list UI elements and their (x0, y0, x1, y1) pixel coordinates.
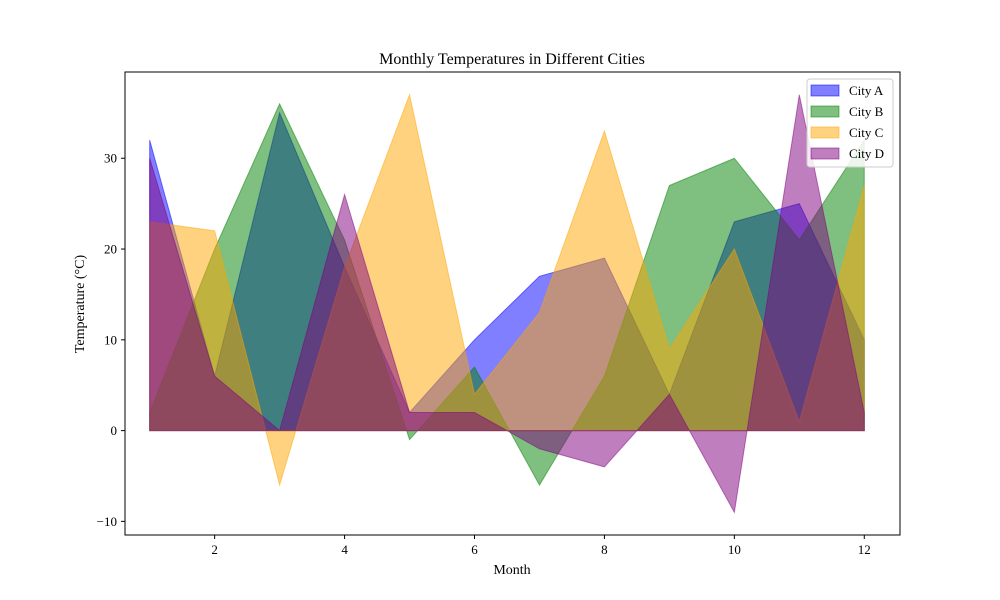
y-tick-label: 10 (104, 332, 117, 347)
y-tick-label: 20 (104, 242, 117, 257)
legend-label: City A (849, 83, 884, 98)
legend: City A City B City C City D (806, 78, 894, 168)
x-tick-label: 6 (471, 542, 478, 557)
x-axis-ticks: 2 4 6 8 10 12 (211, 535, 871, 557)
x-tick-label: 12 (858, 542, 871, 557)
x-tick-label: 10 (728, 542, 741, 557)
legend-label: City C (849, 125, 883, 140)
plot-areas (149, 92, 865, 514)
y-axis-ticks: −10 0 10 20 30 (97, 151, 125, 529)
area-series-4 (149, 94, 865, 514)
y-tick-label: 0 (111, 423, 118, 438)
legend-swatch (810, 84, 840, 97)
y-tick-label: −10 (97, 514, 117, 529)
x-tick-label: 4 (341, 542, 348, 557)
legend-label: City D (849, 146, 884, 161)
x-tick-label: 2 (211, 542, 218, 557)
y-axis-label: Temperature (°C) (73, 255, 88, 354)
legend-swatch (810, 147, 840, 160)
x-axis-label: Month (493, 563, 530, 578)
legend-box (806, 78, 894, 168)
plot-frame (124, 71, 901, 536)
y-tick-label: 30 (104, 151, 117, 166)
legend-label: City B (849, 104, 884, 119)
chart-title: Monthly Temperatures in Different Cities (379, 51, 645, 68)
legend-swatch (810, 105, 840, 118)
x-tick-label: 8 (601, 542, 608, 557)
legend-swatch (810, 126, 840, 139)
